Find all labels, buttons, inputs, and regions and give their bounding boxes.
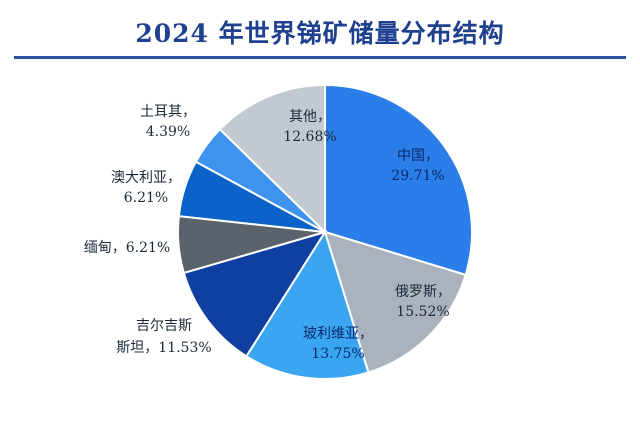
slice-label-name: 吉尔吉斯 — [136, 318, 192, 334]
slice-label-name: 俄罗斯， — [395, 284, 451, 300]
slice-label-4: 缅甸，6.21% — [84, 240, 170, 256]
slice-label-name: 其他， — [289, 109, 331, 125]
slice-label-value: 6.21% — [124, 190, 168, 206]
slice-label-name: 缅甸 — [84, 240, 112, 256]
slice-label-3: 吉尔吉斯斯坦，11.53% — [116, 318, 211, 356]
pie-slice-0 — [324, 83, 473, 277]
slice-label-1: 俄罗斯， 15.52% — [395, 284, 451, 320]
pie-slice-7 — [218, 83, 326, 235]
slice-label-value: 29.71% — [391, 168, 444, 184]
slice-label-7: 其他， 12.68% — [283, 109, 336, 145]
slice-label-6: 土耳其， 4.39% — [140, 104, 196, 140]
slice-label-name: 玻利维亚， — [303, 326, 373, 342]
chart-title: 2024 年世界锑矿储量分布结构 — [135, 19, 505, 48]
title-underline — [14, 56, 626, 59]
slice-label-value: 13.75% — [311, 346, 364, 362]
slice-label-value: 6.21% — [126, 240, 170, 256]
slice-label-0: 中国， 29.71% — [391, 148, 444, 184]
slice-label-5: 澳大利亚， 6.21% — [111, 170, 181, 206]
slice-label-name: 中国， — [397, 148, 439, 164]
slice-label-value: 15.52% — [396, 304, 449, 320]
slice-label-value: 12.68% — [283, 129, 336, 145]
slice-label-value: 4.39% — [146, 124, 190, 140]
slice-label-name: 土耳其， — [140, 104, 196, 120]
pie-slice-2 — [245, 229, 370, 380]
slice-label-2: 玻利维亚， 13.75% — [303, 326, 373, 362]
pie-slice-1 — [323, 230, 467, 374]
slice-label-name: 澳大利亚， — [111, 170, 181, 186]
